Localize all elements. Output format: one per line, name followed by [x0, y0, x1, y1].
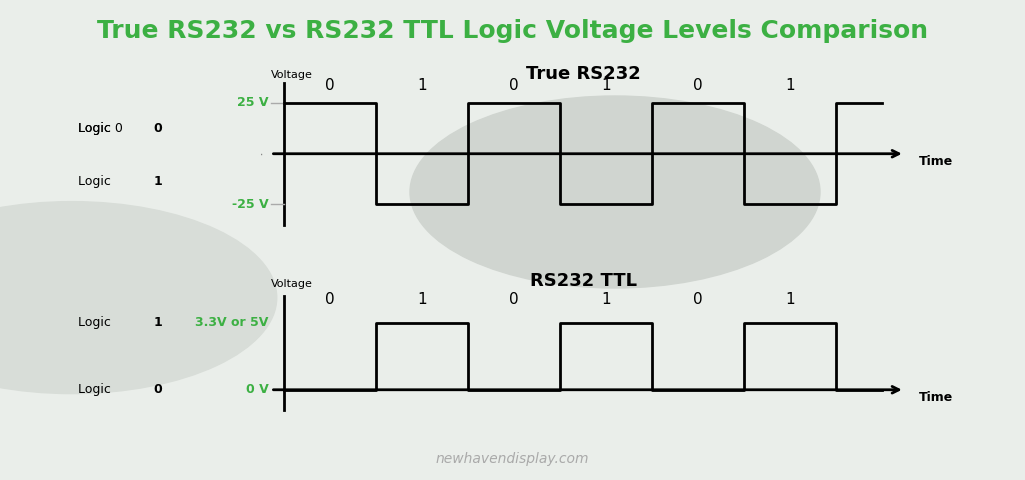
Text: Time: Time — [918, 155, 952, 168]
Text: 0: 0 — [154, 383, 162, 396]
Text: Logic 0: Logic 0 — [78, 122, 122, 135]
Text: 0: 0 — [509, 78, 519, 93]
Text: Logic: Logic — [78, 316, 115, 329]
Text: True RS232: True RS232 — [526, 65, 641, 83]
Text: Voltage: Voltage — [271, 70, 313, 80]
Text: 0 V: 0 V — [246, 383, 269, 396]
Text: 1: 1 — [417, 78, 427, 93]
Text: True RS232 vs RS232 TTL Logic Voltage Levels Comparison: True RS232 vs RS232 TTL Logic Voltage Le… — [97, 19, 928, 43]
Text: 0: 0 — [326, 78, 335, 93]
Text: 0: 0 — [693, 291, 703, 307]
Text: 0: 0 — [154, 122, 162, 135]
Circle shape — [410, 96, 820, 288]
Text: 1: 1 — [417, 291, 427, 307]
Text: 1: 1 — [785, 78, 794, 93]
Text: newhavendisplay.com: newhavendisplay.com — [436, 452, 589, 466]
Text: 1: 1 — [154, 175, 162, 188]
Text: Logic: Logic — [78, 383, 115, 396]
Text: 1: 1 — [154, 316, 162, 329]
Text: Time: Time — [918, 391, 952, 404]
Text: 25 V: 25 V — [237, 96, 269, 109]
Text: 1: 1 — [602, 78, 611, 93]
Circle shape — [0, 202, 277, 394]
Text: Voltage: Voltage — [271, 279, 313, 289]
Text: 3.3V or 5V: 3.3V or 5V — [195, 316, 269, 329]
Text: 0: 0 — [693, 78, 703, 93]
Text: 0: 0 — [509, 291, 519, 307]
Text: RS232 TTL: RS232 TTL — [530, 272, 637, 290]
Text: -25 V: -25 V — [232, 198, 269, 211]
Text: 0: 0 — [326, 291, 335, 307]
Text: Logic: Logic — [78, 122, 115, 135]
Text: 1: 1 — [785, 291, 794, 307]
Text: 1: 1 — [602, 291, 611, 307]
Text: Logic: Logic — [78, 175, 115, 188]
